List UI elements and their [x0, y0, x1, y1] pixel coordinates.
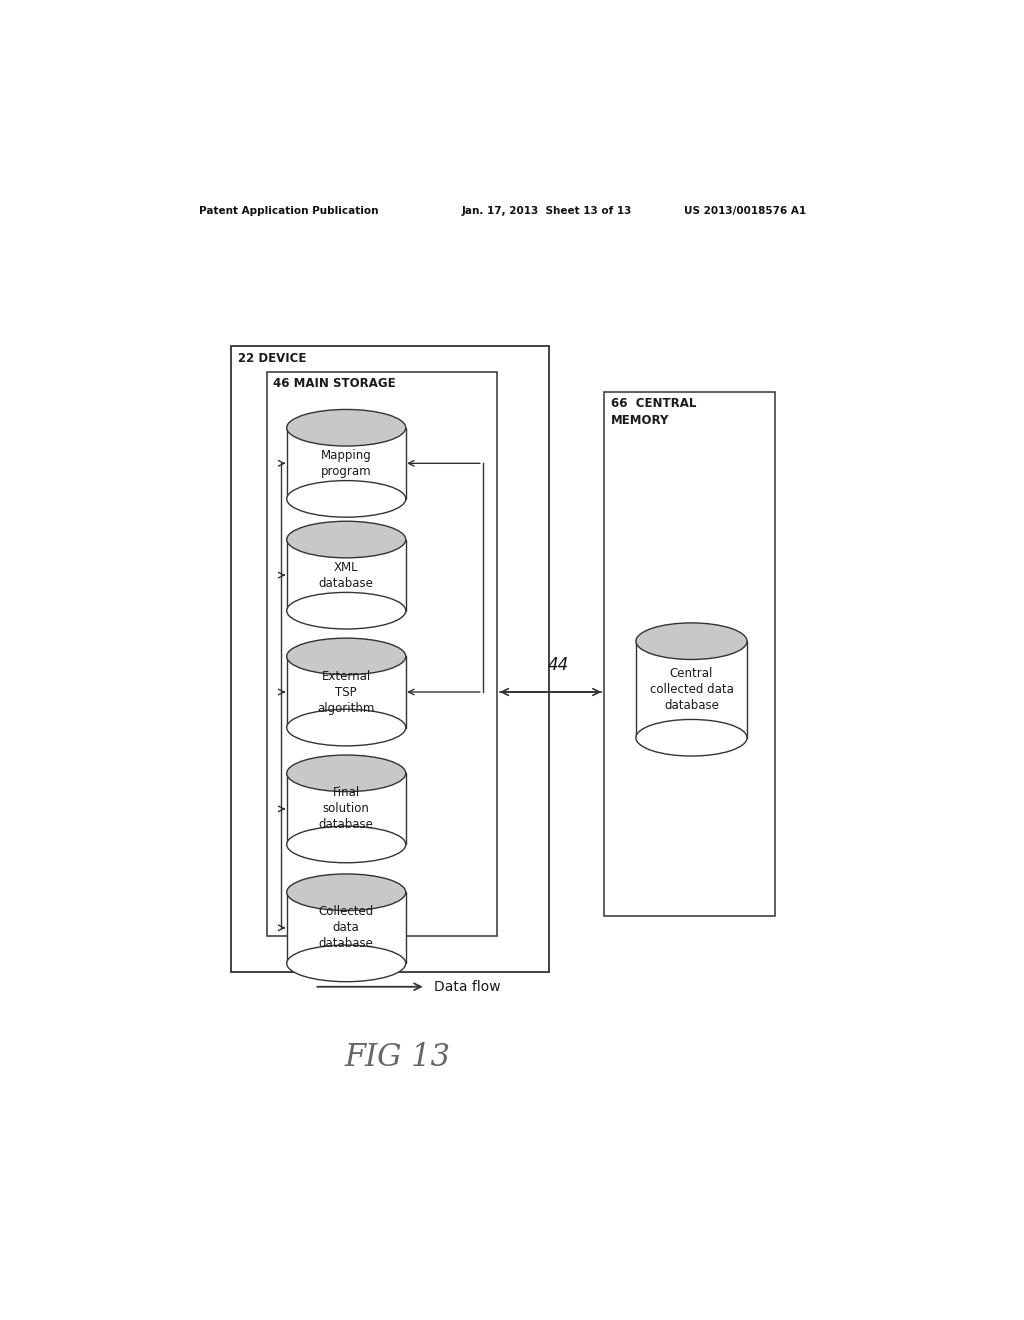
- Text: Mapping
program: Mapping program: [321, 449, 372, 478]
- FancyBboxPatch shape: [604, 392, 775, 916]
- Text: 44: 44: [548, 656, 569, 673]
- FancyBboxPatch shape: [267, 372, 497, 936]
- FancyBboxPatch shape: [231, 346, 549, 972]
- Ellipse shape: [287, 874, 406, 911]
- Text: 66  CENTRAL
MEMORY: 66 CENTRAL MEMORY: [610, 397, 696, 428]
- Text: Collected
data
database: Collected data database: [318, 906, 374, 950]
- Ellipse shape: [287, 638, 406, 675]
- Text: FIG 13: FIG 13: [345, 1043, 451, 1073]
- Text: Jan. 17, 2013  Sheet 13 of 13: Jan. 17, 2013 Sheet 13 of 13: [461, 206, 632, 216]
- Ellipse shape: [287, 409, 406, 446]
- Text: Data flow: Data flow: [433, 979, 500, 994]
- Text: Patent Application Publication: Patent Application Publication: [200, 206, 379, 216]
- Text: 22 DEVICE: 22 DEVICE: [238, 351, 306, 364]
- Ellipse shape: [287, 521, 406, 558]
- Ellipse shape: [287, 755, 406, 792]
- Ellipse shape: [287, 826, 406, 863]
- Ellipse shape: [636, 719, 748, 756]
- Ellipse shape: [287, 480, 406, 517]
- Ellipse shape: [636, 623, 748, 660]
- Text: 46 MAIN STORAGE: 46 MAIN STORAGE: [273, 378, 396, 389]
- Text: Final
solution
database: Final solution database: [318, 787, 374, 832]
- Polygon shape: [287, 774, 406, 845]
- Text: Central
collected data
database: Central collected data database: [649, 667, 733, 711]
- Polygon shape: [287, 892, 406, 964]
- Ellipse shape: [287, 593, 406, 630]
- Polygon shape: [636, 642, 748, 738]
- Polygon shape: [287, 540, 406, 611]
- Polygon shape: [287, 428, 406, 499]
- Text: US 2013/0018576 A1: US 2013/0018576 A1: [684, 206, 806, 216]
- Text: XML
database: XML database: [318, 561, 374, 590]
- Text: External
TSP
algorithm: External TSP algorithm: [317, 669, 375, 714]
- Ellipse shape: [287, 945, 406, 982]
- Polygon shape: [287, 656, 406, 727]
- Ellipse shape: [287, 709, 406, 746]
